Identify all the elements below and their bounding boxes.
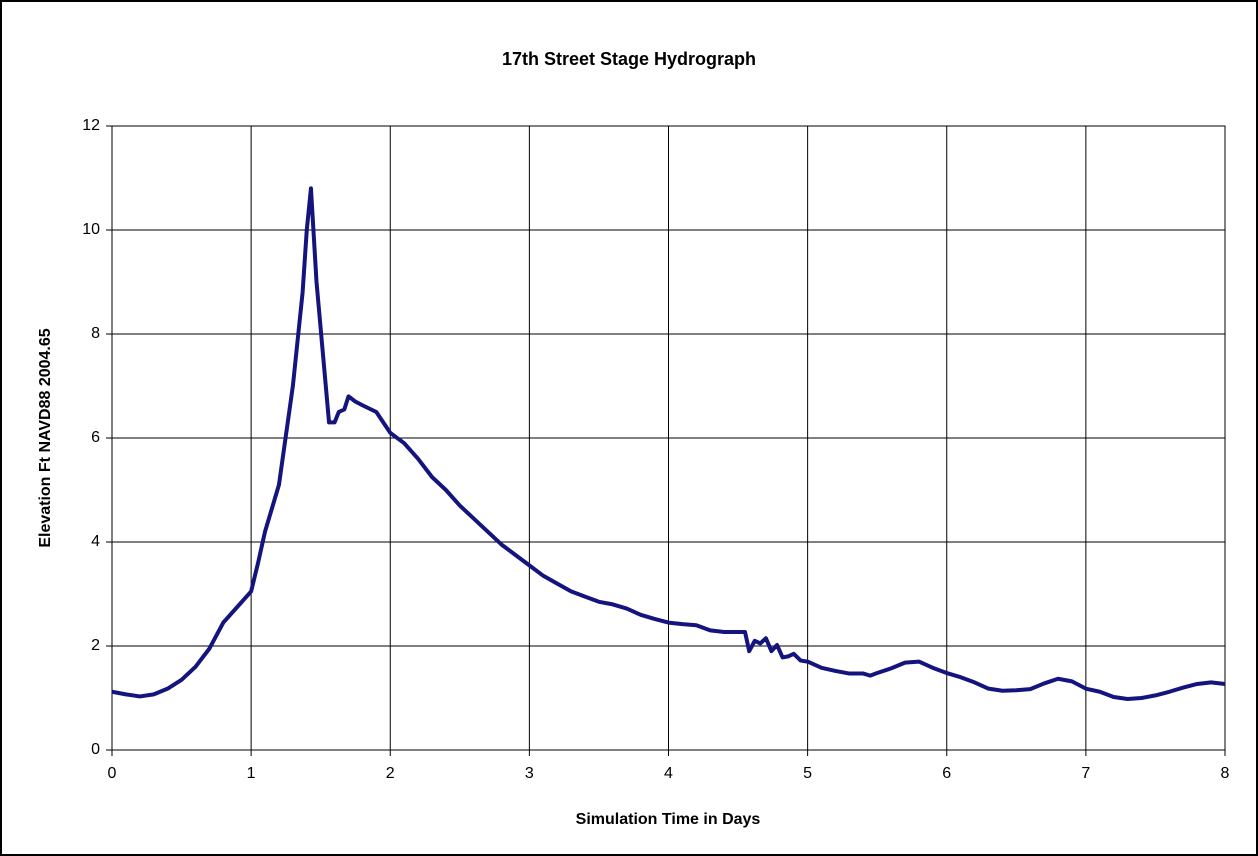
chart-title: 17th Street Stage Hydrograph: [502, 49, 756, 69]
plot-area: [111, 125, 1226, 751]
x-axis-label: Simulation Time in Days: [576, 811, 761, 828]
x-tick-label: 8: [1221, 765, 1230, 782]
y-tick-label: 8: [91, 325, 100, 342]
x-tick-label: 5: [803, 765, 812, 782]
y-tick-label: 6: [91, 429, 100, 446]
x-tick-label: 0: [108, 765, 117, 782]
x-tick-label: 2: [386, 765, 395, 782]
y-axis-label: Elevation Ft NAVD88 2004.65: [37, 328, 54, 547]
y-tick-label: 4: [91, 533, 100, 550]
y-tick-label: 10: [82, 221, 100, 238]
y-tick-label: 12: [82, 117, 100, 134]
x-tick-label: 3: [525, 765, 534, 782]
y-tick-label: 0: [91, 741, 100, 758]
x-tick-label: 4: [664, 765, 673, 782]
x-tick-label: 1: [247, 765, 256, 782]
y-tick-label: 2: [91, 637, 100, 654]
x-tick-label: 7: [1081, 765, 1090, 782]
data-line: [111, 186, 1226, 702]
x-tick-label: 6: [942, 765, 951, 782]
